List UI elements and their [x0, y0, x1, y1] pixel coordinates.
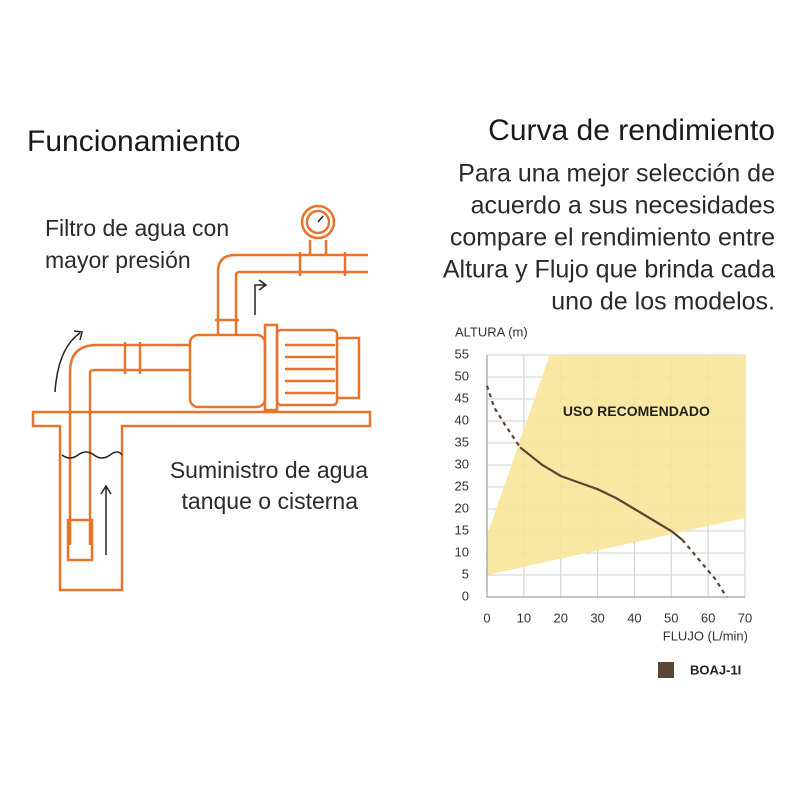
- diagram-label: Suministro de agua: [170, 457, 368, 483]
- x-tick-label: 70: [738, 610, 752, 625]
- x-tick-label: 50: [664, 610, 678, 625]
- y-tick-label: 5: [462, 566, 469, 581]
- panel-text: acuerdo a sus necesidades: [471, 192, 775, 220]
- region-label: USO RECOMENDADO: [563, 403, 710, 419]
- panel-text: compare el rendimiento entre: [450, 224, 775, 252]
- diagram-label: mayor presión: [45, 247, 191, 273]
- y-tick-label: 45: [455, 390, 469, 405]
- x-tick-label: 30: [590, 610, 604, 625]
- x-axis-label: FLUJO (L/min): [663, 628, 748, 643]
- diagram-label: Filtro de agua con: [45, 215, 229, 241]
- x-tick-label: 40: [627, 610, 641, 625]
- x-tick-label: 60: [701, 610, 715, 625]
- x-tick-label: 10: [517, 610, 531, 625]
- legend-label: BOAJ-1I: [690, 662, 741, 677]
- y-tick-label: 55: [455, 346, 469, 361]
- y-tick-label: 50: [455, 368, 469, 383]
- y-tick-label: 0: [462, 588, 469, 603]
- legend-swatch: [658, 662, 674, 678]
- x-tick-label: 20: [553, 610, 567, 625]
- series-line: [485, 385, 728, 598]
- panel-text: Para una mejor selección de: [458, 160, 775, 188]
- y-tick-label: 25: [455, 478, 469, 493]
- recommended-region: [487, 355, 745, 575]
- chart: USO RECOMENDADO 0 5 10 15 20 25 30 35 40 45 50 55 0 10…: [455, 324, 752, 678]
- diagram-label: tanque o cisterna: [182, 488, 359, 514]
- y-axis-label: ALTURA (m): [455, 324, 528, 339]
- y-tick-label: 30: [455, 456, 469, 471]
- panel-text: Altura y Flujo que brinda cada: [443, 256, 775, 284]
- y-tick-label: 20: [455, 500, 469, 515]
- panel-text: uno de los modelos.: [551, 288, 775, 316]
- y-tick-label: 10: [455, 544, 469, 559]
- diagram-title: Funcionamiento: [27, 125, 240, 158]
- y-tick-label: 40: [455, 412, 469, 427]
- panel-title: Curva de rendimiento: [488, 114, 775, 147]
- y-tick-label: 35: [455, 434, 469, 449]
- pump-diagram: [31, 204, 372, 592]
- x-tick-label: 0: [483, 610, 490, 625]
- y-tick-label: 15: [455, 522, 469, 537]
